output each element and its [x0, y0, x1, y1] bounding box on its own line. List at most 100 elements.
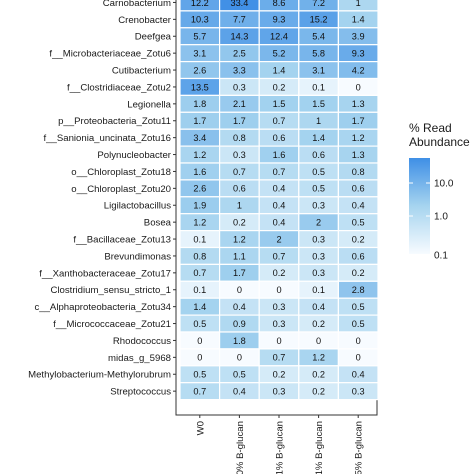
cell-value: 1.3	[352, 150, 365, 160]
cell-value: 0.2	[273, 370, 286, 380]
heatmap-cell	[337, 382, 379, 401]
cell-value: 0.8	[352, 167, 365, 177]
cell-value: 1.6	[193, 167, 206, 177]
row-label: Crenobacter	[118, 15, 172, 26]
cell-value: 12.4	[270, 32, 288, 42]
cell-value: 1.3	[352, 99, 365, 109]
cell-value: 0.5	[352, 302, 365, 312]
cell-value: 1.5	[312, 99, 325, 109]
cell-value: 5.8	[312, 48, 325, 58]
cell-value: 0	[276, 336, 281, 346]
row-label: Cutibacterium	[112, 65, 171, 76]
cell-value: 1.7	[193, 116, 206, 126]
cell-value: 3.1	[193, 48, 206, 58]
cell-value: 0	[356, 336, 361, 346]
cell-value: 0.7	[273, 353, 286, 363]
cell-value: 0.5	[233, 370, 246, 380]
cell-value: 1.2	[312, 353, 325, 363]
row-label: Legionella	[127, 99, 171, 110]
cell-value: 0.5	[352, 319, 365, 329]
cell-value: 1.4	[352, 15, 365, 25]
cell-value: 1.5	[273, 99, 286, 109]
cell-value: 0.2	[312, 370, 325, 380]
cell-value: 15.2	[310, 15, 328, 25]
cell-value: 0.7	[193, 268, 206, 278]
cell-value: 1.1	[233, 251, 246, 261]
legend-tick-label: 10.0	[434, 179, 454, 190]
row-label: p__Proteobacteria_Zotu11	[58, 116, 171, 127]
legend-tick-label: 1.0	[434, 212, 448, 223]
cell-value: 0	[356, 353, 361, 363]
cell-value: 1.2	[193, 150, 206, 160]
cell-value: 0.8	[193, 251, 206, 261]
cell-value: 1.7	[352, 116, 365, 126]
row-label: o__Chloroplast_Zotu20	[71, 184, 171, 195]
cell-value: 0.5	[193, 319, 206, 329]
cell-value: 1.8	[233, 336, 246, 346]
row-label: Methylobacterium-Methylorubrum	[28, 370, 171, 381]
cell-value: 1.9	[193, 201, 206, 211]
cell-value: 0.5	[352, 217, 365, 227]
row-label: f__Microbacteriaceae_Zotu6	[49, 49, 171, 60]
cell-value: 14.3	[230, 32, 248, 42]
column-labels: W0 0.0% B-glucan 0.1% B-glucan 1% B-glucan 5…	[195, 415, 365, 474]
row-label: o__Chloroplast_Zotu18	[71, 167, 171, 178]
cell-value: 2	[316, 217, 321, 227]
cell-value: 0.3	[312, 201, 325, 211]
cell-value: 0.2	[312, 319, 325, 329]
cell-value: 1.2	[352, 133, 365, 143]
cell-value: 9.3	[273, 15, 286, 25]
cell-value: 0.2	[233, 217, 246, 227]
cell-value: 0.5	[193, 370, 206, 380]
cell-value: 0.4	[352, 201, 365, 211]
cell-value: 1	[356, 0, 361, 8]
cell-value: 4.2	[352, 65, 365, 75]
cell-value: 7.7	[233, 15, 246, 25]
cell-value: 0.4	[273, 201, 286, 211]
row-labels: Carnobacterium Crenobacter Deefgea f__Micro…	[28, 0, 176, 398]
cell-value: 0.3	[312, 251, 325, 261]
cell-value: 0.4	[352, 370, 365, 380]
column-label: W0	[195, 421, 206, 435]
cell-value: 13.5	[191, 82, 209, 92]
cell-value: 0.6	[352, 184, 365, 194]
cell-value: 0.7	[233, 167, 246, 177]
cell-value: 1	[316, 116, 321, 126]
cell-value: 0.3	[352, 386, 365, 396]
cell-value: 3.1	[312, 65, 325, 75]
cell-value: 5.4	[312, 32, 325, 42]
row-label: Carnobacterium	[103, 0, 171, 9]
row-label: midas_g_5968	[108, 353, 171, 364]
cell-value: 0.4	[233, 386, 246, 396]
cell-value: 2	[276, 234, 281, 244]
column-label: 1% B-glucan	[314, 421, 325, 474]
cell-value: 0.6	[233, 184, 246, 194]
cell-value: 0.3	[312, 234, 325, 244]
cell-value: 2.8	[352, 285, 365, 295]
cell-value: 1.8	[193, 99, 206, 109]
cell-value: 0.6	[273, 133, 286, 143]
legend-colorbar	[409, 158, 430, 254]
cell-value: 0.7	[273, 167, 286, 177]
cell-value: 9.3	[352, 48, 365, 58]
cell-value: 10.3	[191, 15, 209, 25]
row-label: f__Clostridiaceae_Zotu2	[67, 82, 171, 93]
row-label: Ligilactobacillus	[104, 201, 171, 212]
cell-value: 8.6	[273, 0, 286, 8]
cell-value: 0	[316, 336, 321, 346]
cell-value: 2.6	[193, 184, 206, 194]
cell-value: 1.6	[273, 150, 286, 160]
cell-value: 1.2	[233, 234, 246, 244]
row-label: Streptococcus	[110, 387, 171, 398]
cell-value: 0.4	[233, 302, 246, 312]
cell-value: 1	[237, 201, 242, 211]
column-label: 0.1% B-glucan	[275, 421, 286, 474]
cell-value: 3.9	[352, 32, 365, 42]
column-label: 0.0% B-glucan	[235, 421, 246, 474]
cell-value: 0.2	[273, 268, 286, 278]
cell-value: 0.2	[273, 82, 286, 92]
cell-value: 1.4	[273, 65, 286, 75]
cell-value: 1.4	[193, 302, 206, 312]
heatmap-cells: 12.2 33.4 8.6 7.2 110.3 7.7 9.3 15.2 1.45.7 14.3 1…	[175, 0, 379, 416]
